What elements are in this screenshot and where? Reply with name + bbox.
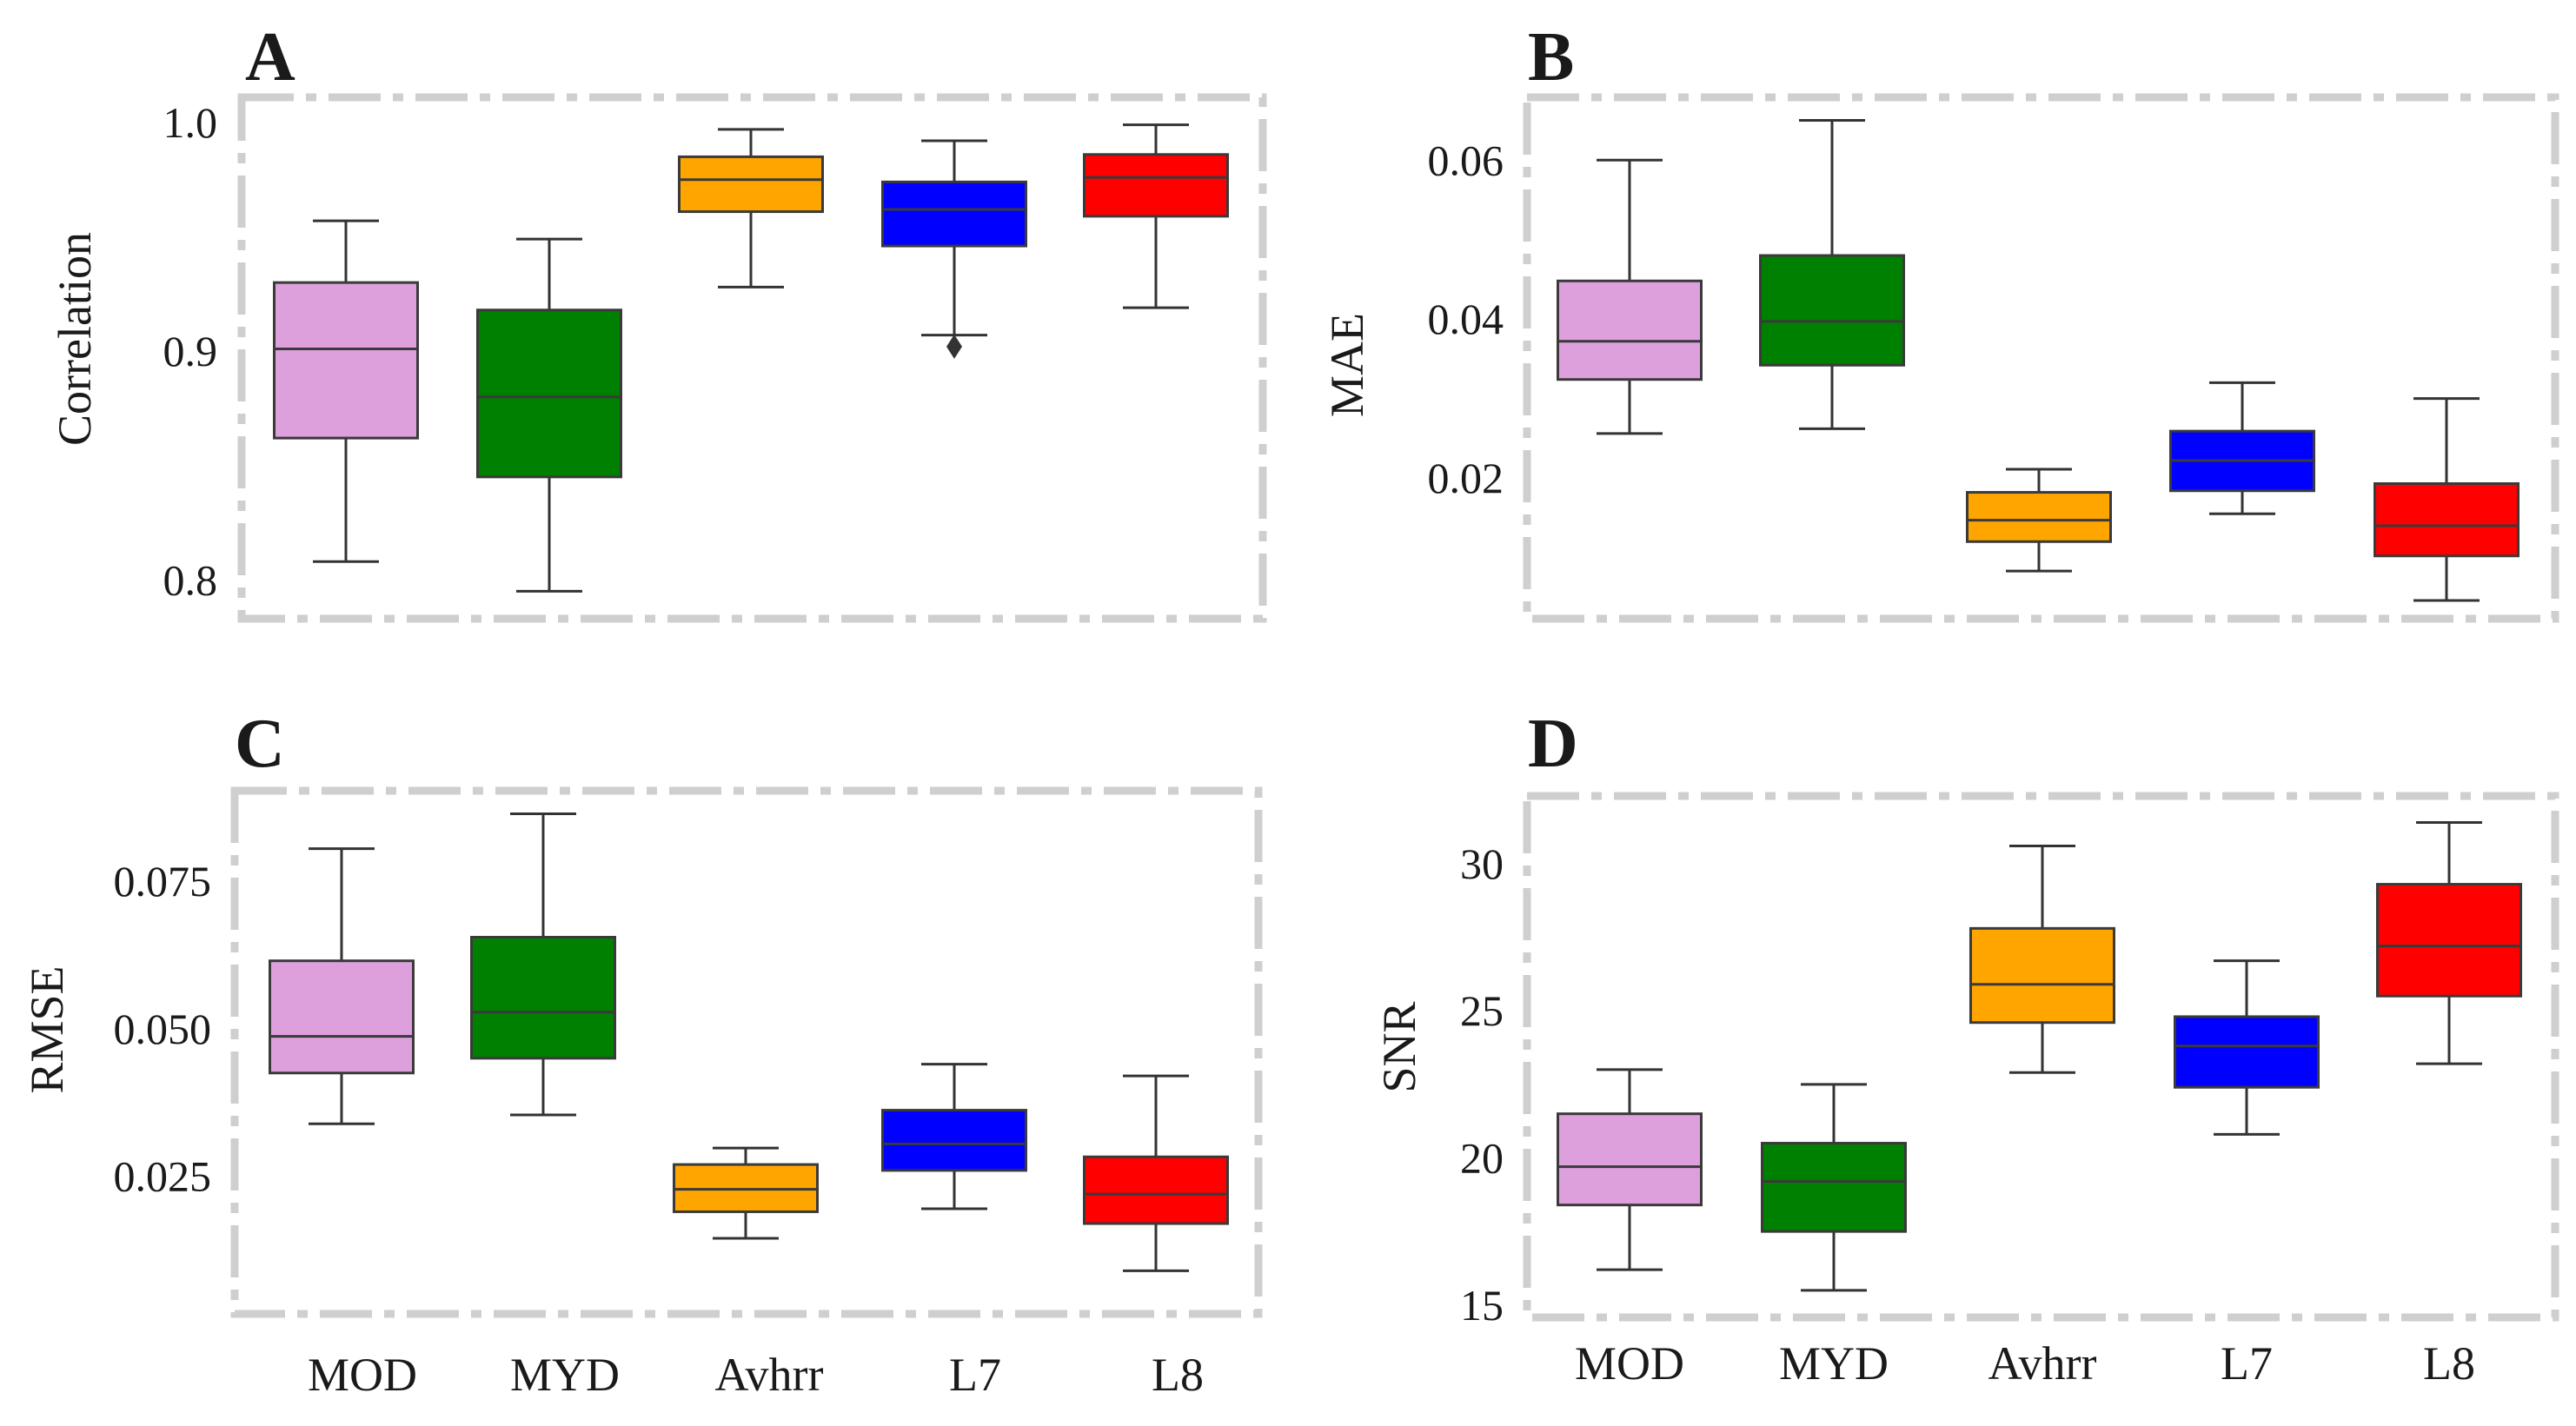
panel-d-letter: D xyxy=(1528,706,1578,782)
iqr-box xyxy=(2174,1015,2320,1089)
panel-a-yticks: 0.8 0.9 1.0 xyxy=(163,98,218,604)
iqr-box xyxy=(470,936,616,1060)
iqr-box xyxy=(678,155,824,214)
y-tick-label: 0.9 xyxy=(163,327,218,375)
iqr-box xyxy=(2374,482,2520,558)
category-label: L7 xyxy=(949,1349,1001,1401)
category-label: MYD xyxy=(1779,1337,1889,1390)
panel-b-ylabel: MAE xyxy=(1321,313,1373,417)
panel-c-frame xyxy=(230,786,1263,1318)
iqr-box xyxy=(1557,279,1703,381)
panel-b-frame xyxy=(1523,93,2559,623)
box-l7 xyxy=(881,1063,1027,1210)
panel-b-yticks: 0.02 0.04 0.06 xyxy=(1428,136,1504,502)
panel-c: C RMSE 0.025 0.050 0.075 xyxy=(21,706,1263,1318)
box-avhrr xyxy=(1966,468,2112,573)
outlier-point xyxy=(946,334,962,359)
box-l7 xyxy=(2174,959,2320,1136)
box-l8 xyxy=(2374,397,2520,602)
box-l7 xyxy=(2169,381,2315,515)
category-label: MOD xyxy=(308,1349,417,1401)
category-label: L7 xyxy=(2221,1337,2273,1390)
box-myd xyxy=(1761,1083,1907,1292)
y-tick-label: 30 xyxy=(1460,839,1504,888)
box-l8 xyxy=(2376,820,2522,1065)
category-labels-left: MOD MYD Avhrr L7 L8 xyxy=(308,1349,1204,1401)
panel-b: B MAE 0.02 0.04 0.06 xyxy=(1321,19,2559,623)
y-tick-label: 25 xyxy=(1460,986,1504,1035)
y-tick-label: 20 xyxy=(1460,1133,1504,1182)
iqr-box xyxy=(1083,153,1229,218)
panel-d-boxes xyxy=(1557,820,2522,1292)
category-label: L8 xyxy=(1152,1349,1204,1401)
iqr-box xyxy=(1557,1112,1703,1207)
box-myd xyxy=(476,237,622,593)
iqr-box xyxy=(269,959,415,1075)
iqr-box xyxy=(1966,491,2112,543)
panel-d-frame xyxy=(1523,792,2559,1322)
category-label: Avhrr xyxy=(1988,1337,2097,1390)
y-tick-label: 0.04 xyxy=(1428,295,1504,343)
panel-a-boxes xyxy=(273,123,1229,593)
iqr-box xyxy=(1083,1155,1229,1225)
category-label: MYD xyxy=(510,1349,620,1401)
panel-a-frame xyxy=(237,93,1267,623)
y-tick-label: 15 xyxy=(1460,1281,1504,1330)
box-l8 xyxy=(1083,1074,1229,1272)
category-labels-right: MOD MYD Avhrr L7 L8 xyxy=(1575,1337,2475,1390)
panel-b-boxes xyxy=(1557,119,2520,602)
iqr-box xyxy=(1759,254,1905,367)
panel-c-ylabel: RMSE xyxy=(21,965,73,1093)
iqr-box xyxy=(1761,1142,1907,1233)
box-mod xyxy=(273,219,419,563)
box-l7 xyxy=(881,139,1027,359)
panel-c-boxes xyxy=(269,812,1229,1272)
box-l8 xyxy=(1083,123,1229,309)
box-avhrr xyxy=(673,1146,819,1240)
iqr-box xyxy=(273,281,419,440)
box-avhrr xyxy=(678,128,824,289)
y-tick-label: 0.025 xyxy=(114,1152,212,1201)
panel-a-ylabel: Correlation xyxy=(49,232,101,446)
panel-d: D SNR 15 20 25 30 xyxy=(1373,706,2559,1330)
box-mod xyxy=(1557,158,1703,435)
panel-a: A Correlation 0.8 0.9 1.0 xyxy=(49,19,1267,623)
category-label: MOD xyxy=(1575,1337,1684,1390)
box-avhrr xyxy=(1969,845,2115,1074)
panel-d-ylabel: SNR xyxy=(1373,1001,1425,1092)
iqr-box xyxy=(476,308,622,479)
iqr-box xyxy=(2376,883,2522,998)
panel-b-letter: B xyxy=(1528,19,1574,96)
y-tick-label: 0.06 xyxy=(1428,136,1504,184)
panel-d-yticks: 15 20 25 30 xyxy=(1460,839,1504,1330)
panel-c-letter: C xyxy=(235,706,285,782)
y-tick-label: 0.8 xyxy=(163,555,218,604)
y-tick-label: 0.075 xyxy=(114,857,212,905)
box-myd xyxy=(470,812,616,1117)
y-tick-label: 0.02 xyxy=(1428,454,1504,502)
box-mod xyxy=(1557,1068,1703,1271)
y-tick-label: 1.0 xyxy=(163,98,218,147)
category-label: Avhrr xyxy=(715,1349,824,1401)
iqr-box xyxy=(1969,926,2115,1025)
category-label: L8 xyxy=(2423,1337,2475,1390)
panel-a-letter: A xyxy=(245,19,295,96)
y-tick-label: 0.050 xyxy=(114,1005,212,1053)
box-mod xyxy=(269,847,415,1125)
panel-c-yticks: 0.025 0.050 0.075 xyxy=(114,857,212,1201)
box-myd xyxy=(1759,119,1905,430)
iqr-box xyxy=(881,1109,1027,1172)
iqr-box xyxy=(881,180,1027,248)
